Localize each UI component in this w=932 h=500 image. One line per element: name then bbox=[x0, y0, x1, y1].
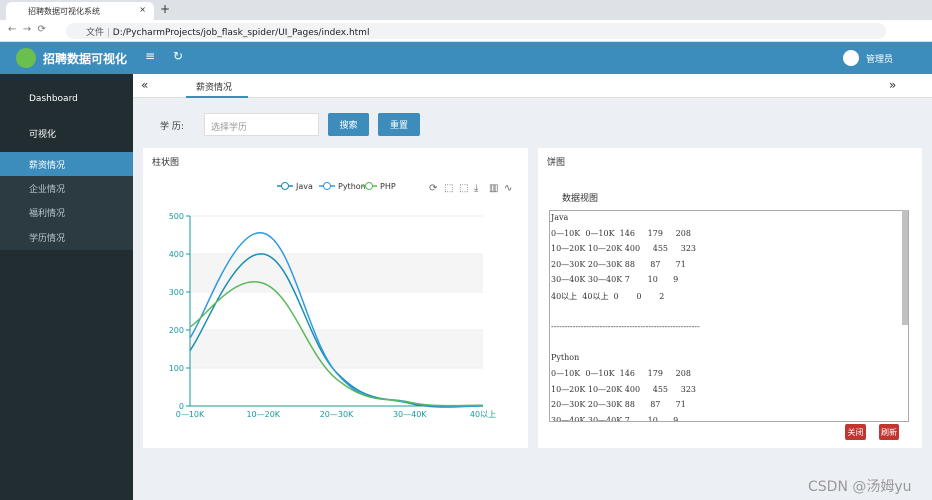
browser-tab-bar: 招聘数据可视化系统 × + bbox=[0, 0, 932, 20]
y-tick-label: 100 bbox=[169, 364, 184, 373]
url-scheme: 文件 bbox=[86, 28, 105, 38]
dataview-line: 0—10K 0—10K 146 179 208 bbox=[551, 368, 691, 378]
degree-select[interactable]: 选择学历 bbox=[204, 113, 319, 136]
dataview-line: 10—20K 10—20K 400 455 323 bbox=[551, 384, 696, 394]
dataview-line: 10—20K 10—20K 400 455 323 bbox=[551, 244, 696, 254]
toolbox-icon[interactable]: ⬚ bbox=[444, 183, 453, 194]
legend-label: Java bbox=[295, 182, 313, 191]
reset-button[interactable]: 重置 bbox=[378, 113, 420, 136]
x-tick-label: 0—10K bbox=[176, 410, 205, 419]
grid-band bbox=[190, 330, 483, 368]
close-button[interactable]: 关闭 bbox=[845, 424, 866, 440]
filter-label: 学 历: bbox=[160, 122, 184, 132]
dataview-line: Java bbox=[551, 213, 569, 222]
panel-title: 柱状图 bbox=[152, 158, 180, 168]
nav-buttons[interactable]: ← → ⟳ bbox=[8, 24, 46, 35]
toolbox-icon[interactable]: ∿ bbox=[504, 183, 512, 194]
app-title: 招聘数据可视化 bbox=[43, 52, 128, 66]
dataview-text[interactable]: Java 0—10K 0—10K 146 179 208 10—20K 10—20K… bbox=[549, 210, 909, 422]
new-tab[interactable]: + bbox=[160, 2, 171, 16]
y-tick-label: 500 bbox=[169, 212, 184, 221]
pie-panel: 饼图 数据视图 Java 0—10K 0—10K 146 179 208 10—20… bbox=[538, 148, 922, 448]
refresh-button[interactable]: 刷新 bbox=[879, 424, 899, 440]
refresh[interactable]: ↻ bbox=[173, 49, 184, 63]
dataview-line: 30—40K 30—40K 7 10 9 bbox=[551, 275, 679, 285]
legend-label: Python bbox=[338, 182, 366, 191]
page-tabs: « 薪资情况 » bbox=[133, 74, 932, 98]
user-name[interactable]: 管理员 bbox=[866, 55, 894, 65]
chart: 0 100 200 300 400 500 0—10K 10—20K 20—30K 30—40K 4… bbox=[169, 182, 512, 419]
x-tick-label: 40以上 bbox=[470, 410, 496, 419]
search-button[interactable]: 搜索 bbox=[328, 113, 369, 136]
y-tick-label: 200 bbox=[169, 326, 184, 335]
x-tick-label: 20—30K bbox=[320, 410, 354, 419]
toolbox-icon[interactable]: ▥ bbox=[489, 183, 498, 194]
tabs-left[interactable]: « bbox=[141, 78, 149, 92]
avatar[interactable] bbox=[843, 50, 859, 66]
scrollbar[interactable] bbox=[902, 210, 908, 325]
sidebar: Dashboard 可视化 薪资情况 企业情况 福利情况 学历情况 bbox=[0, 74, 133, 500]
app-header: 招聘数据可视化 ≡ ↻ 管理员 bbox=[0, 42, 932, 74]
y-tick-label: 0 bbox=[179, 402, 184, 411]
dataview-line: 30—40K 30—40K 7 10 9 bbox=[551, 415, 679, 422]
submenu-item[interactable]: 福利情况 bbox=[29, 209, 66, 219]
toolbox-icon[interactable]: ⬚ bbox=[459, 183, 468, 194]
dataview-line: 0—10K 0—10K 146 179 208 bbox=[551, 228, 691, 238]
dataview-title: 数据视图 bbox=[562, 194, 599, 204]
x-tick-label: 10—20K bbox=[246, 410, 280, 419]
x-tick-label: 30—40K bbox=[393, 410, 427, 419]
y-tick-label: 300 bbox=[169, 288, 184, 297]
url-text: D:/PycharmProjects/job_flask_spider/UI_P… bbox=[112, 28, 370, 38]
legend-marker bbox=[365, 182, 373, 190]
submenu-item[interactable]: 薪资情况 bbox=[0, 152, 133, 176]
dataview-line: 20—30K 20—30K 88 87 71 bbox=[551, 400, 686, 410]
series-line bbox=[189, 280, 484, 407]
toolbox-icon[interactable]: ⤓ bbox=[474, 183, 479, 194]
dataview-line: ----------------------------------------… bbox=[551, 322, 700, 332]
dataview-line: 20—30K 20—30K 88 87 71 bbox=[551, 259, 686, 269]
grid-band bbox=[190, 216, 483, 254]
watermark: CSDN @汤姆yu bbox=[808, 479, 912, 495]
tabs-right[interactable]: » bbox=[889, 78, 897, 92]
menu-item[interactable]: 可视化 bbox=[29, 130, 57, 140]
legend-label: PHP bbox=[380, 182, 396, 191]
submenu-item[interactable]: 学历情况 bbox=[29, 234, 66, 244]
url-field[interactable]: 文件 | D:/PycharmProjects/job_flask_spider… bbox=[66, 23, 886, 39]
line-panel: 柱状图 0 100 200 300 400 500 0—10K 10—20K 20—30K 30—… bbox=[143, 148, 528, 448]
legend-marker bbox=[323, 182, 331, 190]
series-line bbox=[189, 253, 484, 408]
grid-band bbox=[190, 368, 483, 406]
address-bar: ← → ⟳ 文件 | D:/PycharmProjects/job_flask_… bbox=[0, 20, 932, 42]
browser-tab[interactable]: 招聘数据可视化系统 × bbox=[6, 2, 154, 20]
legend-marker bbox=[281, 182, 289, 190]
grid-band bbox=[190, 292, 483, 330]
menu-item[interactable]: Dashboard bbox=[29, 94, 78, 104]
logo bbox=[16, 48, 36, 68]
submenu-item[interactable]: 企业情况 bbox=[29, 185, 66, 195]
toolbox-icon[interactable]: ⟳ bbox=[429, 183, 438, 194]
y-tick-label: 400 bbox=[169, 250, 184, 259]
menu-toggle[interactable]: ≡ bbox=[145, 49, 156, 63]
dataview-line: 40以上 40以上 0 0 2 bbox=[551, 291, 665, 301]
dataview-line: Python bbox=[551, 353, 580, 363]
page-tab[interactable]: 薪资情况 bbox=[186, 74, 248, 98]
panel-title: 饼图 bbox=[547, 158, 566, 168]
tab-close[interactable]: × bbox=[139, 5, 146, 14]
tab-title: 招聘数据可视化系统 bbox=[28, 7, 100, 16]
